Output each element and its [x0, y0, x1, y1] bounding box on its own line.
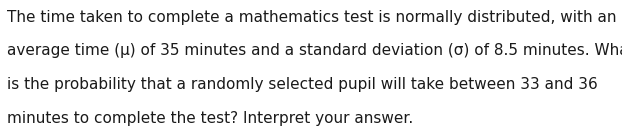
Text: The time taken to complete a mathematics test is normally distributed, with an: The time taken to complete a mathematics… [7, 10, 617, 25]
Text: average time (μ) of 35 minutes and a standard deviation (σ) of 8.5 minutes. What: average time (μ) of 35 minutes and a sta… [7, 43, 622, 59]
Text: is the probability that a randomly selected pupil will take between 33 and 36: is the probability that a randomly selec… [7, 77, 598, 92]
Text: minutes to complete the test? Interpret your answer.: minutes to complete the test? Interpret … [7, 111, 414, 126]
